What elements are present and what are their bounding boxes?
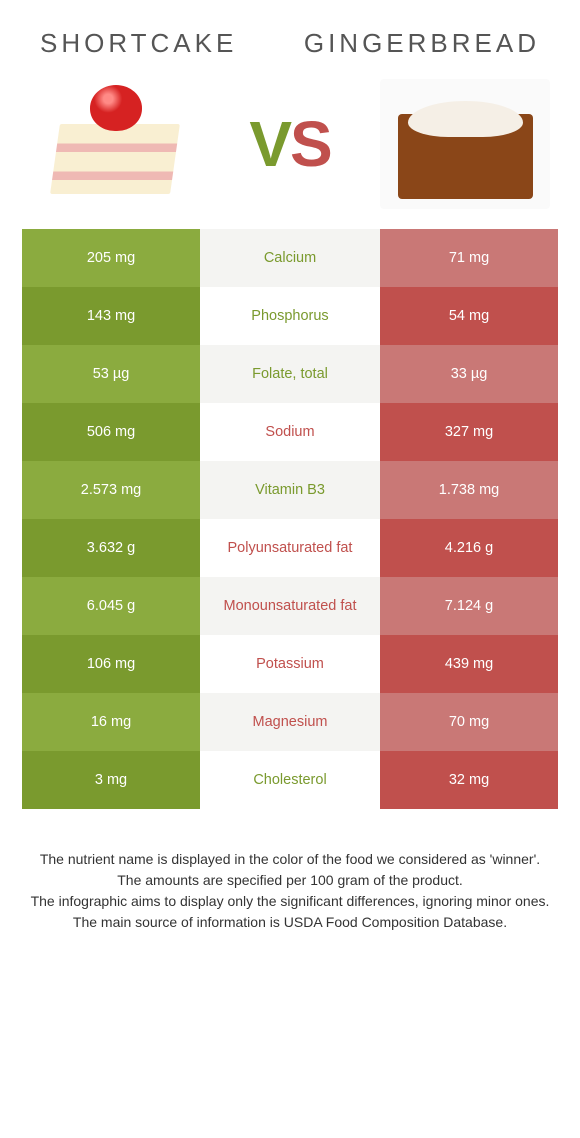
left-value: 2.573 mg xyxy=(22,461,200,519)
vs-s: S xyxy=(290,108,331,180)
table-row: 2.573 mgVitamin B31.738 mg xyxy=(22,461,558,519)
left-value: 3 mg xyxy=(22,751,200,809)
shortcake-image xyxy=(30,79,200,209)
right-value: 71 mg xyxy=(380,229,558,287)
footer-line: The main source of information is USDA F… xyxy=(28,912,552,933)
left-value: 106 mg xyxy=(22,635,200,693)
title-right: Gingerbread xyxy=(304,28,540,59)
table-row: 3 mgCholesterol32 mg xyxy=(22,751,558,809)
nutrient-label: Cholesterol xyxy=(200,751,380,809)
nutrient-label: Calcium xyxy=(200,229,380,287)
right-value: 70 mg xyxy=(380,693,558,751)
left-value: 143 mg xyxy=(22,287,200,345)
right-value: 439 mg xyxy=(380,635,558,693)
footer-line: The nutrient name is displayed in the co… xyxy=(28,849,552,870)
vs-v: V xyxy=(249,108,290,180)
right-value: 4.216 g xyxy=(380,519,558,577)
footer-line: The amounts are specified per 100 gram o… xyxy=(28,870,552,891)
right-value: 32 mg xyxy=(380,751,558,809)
left-value: 16 mg xyxy=(22,693,200,751)
right-value: 54 mg xyxy=(380,287,558,345)
right-value: 7.124 g xyxy=(380,577,558,635)
right-value: 327 mg xyxy=(380,403,558,461)
table-row: 106 mgPotassium439 mg xyxy=(22,635,558,693)
table-row: 205 mgCalcium71 mg xyxy=(22,229,558,287)
left-value: 205 mg xyxy=(22,229,200,287)
left-value: 506 mg xyxy=(22,403,200,461)
nutrient-label: Magnesium xyxy=(200,693,380,751)
table-row: 6.045 gMonounsaturated fat7.124 g xyxy=(22,577,558,635)
right-value: 33 µg xyxy=(380,345,558,403)
gingerbread-image xyxy=(380,79,550,209)
nutrient-label: Folate, total xyxy=(200,345,380,403)
vs-label: VS xyxy=(249,107,330,181)
table-row: 16 mgMagnesium70 mg xyxy=(22,693,558,751)
right-value: 1.738 mg xyxy=(380,461,558,519)
table-row: 506 mgSodium327 mg xyxy=(22,403,558,461)
image-row: VS xyxy=(0,69,580,229)
footer-line: The infographic aims to display only the… xyxy=(28,891,552,912)
footer-notes: The nutrient name is displayed in the co… xyxy=(0,809,580,933)
left-value: 53 µg xyxy=(22,345,200,403)
nutrient-label: Vitamin B3 xyxy=(200,461,380,519)
nutrient-label: Sodium xyxy=(200,403,380,461)
table-row: 53 µgFolate, total33 µg xyxy=(22,345,558,403)
header: Shortcake Gingerbread xyxy=(0,0,580,69)
left-value: 3.632 g xyxy=(22,519,200,577)
nutrient-label: Monounsaturated fat xyxy=(200,577,380,635)
table-row: 143 mgPhosphorus54 mg xyxy=(22,287,558,345)
left-value: 6.045 g xyxy=(22,577,200,635)
comparison-table: 205 mgCalcium71 mg143 mgPhosphorus54 mg5… xyxy=(22,229,558,809)
nutrient-label: Potassium xyxy=(200,635,380,693)
nutrient-label: Phosphorus xyxy=(200,287,380,345)
table-row: 3.632 gPolyunsaturated fat4.216 g xyxy=(22,519,558,577)
title-left: Shortcake xyxy=(40,28,237,59)
nutrient-label: Polyunsaturated fat xyxy=(200,519,380,577)
